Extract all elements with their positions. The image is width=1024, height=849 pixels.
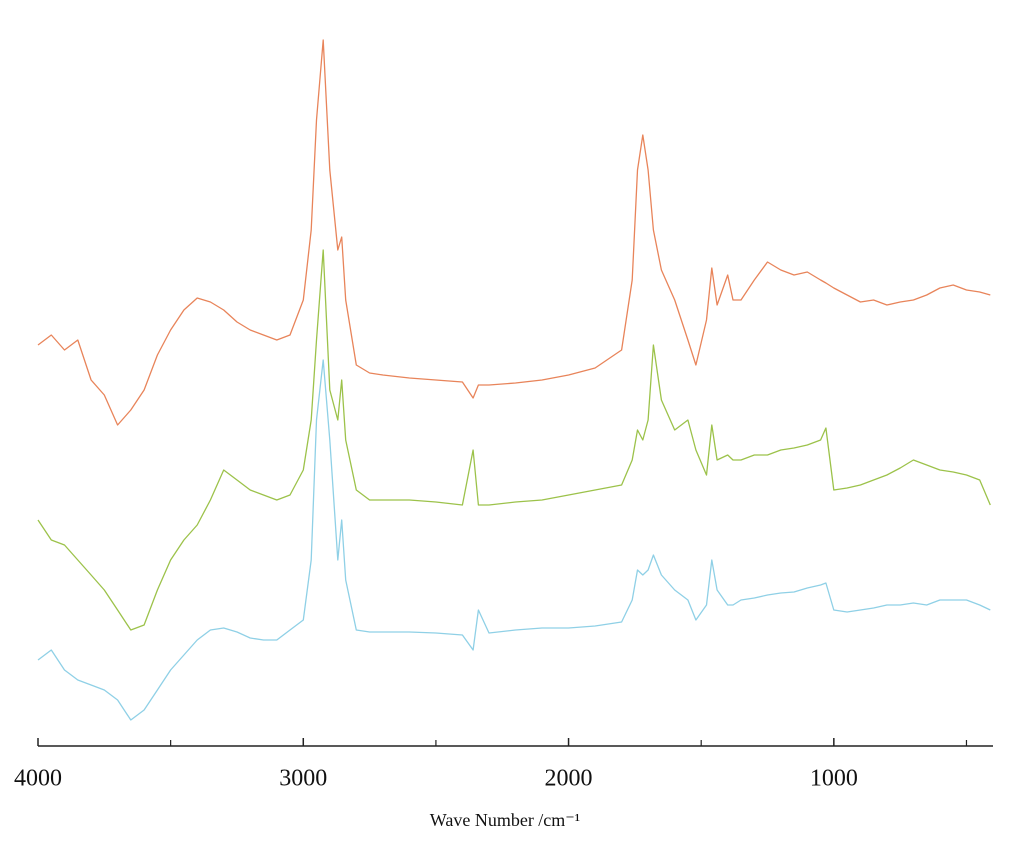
spectrum-line (37, 249, 991, 631)
spectrum-line (37, 359, 991, 721)
x-tick-label: 3000 (279, 766, 327, 792)
x-axis-label: Wave Number /cm⁻¹ (430, 810, 580, 830)
spectrum-line (37, 39, 991, 426)
x-tick-label: 2000 (545, 766, 593, 792)
x-tick-label: 4000 (14, 766, 62, 792)
x-tick-label: 1000 (810, 766, 858, 792)
